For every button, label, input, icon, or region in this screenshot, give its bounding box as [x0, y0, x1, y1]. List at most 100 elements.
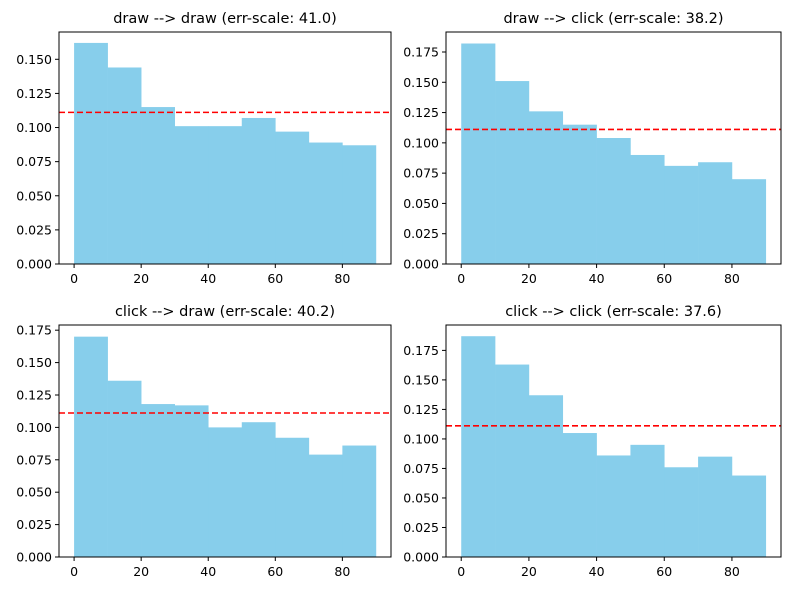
y-tick-label: 0.175	[16, 323, 52, 338]
y-tick-label: 0.125	[16, 387, 52, 402]
histogram-bar	[698, 456, 733, 557]
y-tick-label: 0.025	[16, 222, 52, 237]
y-tick-label: 0.000	[16, 550, 52, 565]
histogram-bar	[495, 81, 530, 264]
histogram-bar	[698, 162, 733, 264]
histogram-bar	[342, 145, 377, 264]
histogram-bar	[208, 427, 243, 557]
y-tick-label: 0.125	[403, 402, 439, 417]
y-tick-label: 0.150	[16, 52, 52, 67]
histogram-bar	[107, 380, 142, 557]
subplot-title: click --> draw (err-scale: 40.2)	[115, 304, 335, 320]
x-tick-label: 80	[334, 564, 350, 579]
histogram-bar	[596, 138, 631, 264]
x-tick-label: 60	[267, 564, 283, 579]
y-tick-label: 0.150	[16, 355, 52, 370]
y-tick-label: 0.150	[403, 372, 439, 387]
subplot-3: 0.000 0.025 0.050 0.075 0.100 0.125 0.150 0.175…	[16, 304, 392, 579]
histogram-bar	[528, 395, 564, 557]
x-tick-label: 60	[656, 564, 672, 579]
x-tick-label: 0	[457, 564, 465, 579]
histogram-bar	[664, 467, 699, 557]
x-tick-label: 40	[200, 271, 216, 286]
histogram-bar	[664, 165, 699, 264]
x-tick-label: 0	[457, 271, 465, 286]
histogram-bar	[596, 455, 631, 557]
histogram-bar	[562, 124, 597, 264]
y-tick-label: 0.150	[403, 75, 439, 90]
histogram-bar	[461, 336, 496, 557]
histogram-bar	[731, 179, 767, 264]
histogram-bar	[308, 142, 343, 264]
histogram-bar	[74, 336, 108, 557]
x-tick-label: 40	[589, 271, 605, 286]
histogram-bar	[495, 364, 530, 557]
histogram-bar	[342, 445, 377, 557]
axes-frame	[58, 324, 392, 558]
histogram-bar	[107, 67, 142, 264]
y-tick-label: 0.000	[16, 257, 52, 272]
y-tick-label: 0.075	[403, 461, 439, 476]
x-tick-label: 40	[200, 564, 216, 579]
y-tick-label: 0.125	[403, 105, 439, 120]
y-tick-label: 0.050	[16, 188, 52, 203]
x-tick-label: 20	[521, 564, 537, 579]
y-tick-label: 0.175	[403, 44, 439, 59]
histogram-bar	[275, 437, 310, 557]
subplot-2: 0.000 0.025 0.050 0.075 0.100 0.125 0.150 0.175…	[403, 11, 782, 286]
histogram-bar	[174, 405, 209, 557]
y-tick-label: 0.025	[16, 517, 52, 532]
histogram-bar	[528, 111, 564, 264]
histogram-bar	[630, 444, 665, 557]
histogram-bar	[731, 475, 767, 557]
histogram-bar	[461, 43, 496, 264]
x-tick-label: 80	[724, 564, 740, 579]
histogram-bar	[208, 126, 243, 264]
subplot-1: 0.000 0.025 0.050 0.075 0.100 0.125 0.150 0 20 40…	[16, 11, 392, 286]
y-tick-label: 0.050	[403, 196, 439, 211]
y-tick-label: 0.000	[403, 257, 439, 272]
x-tick-label: 40	[589, 564, 605, 579]
x-tick-label: 20	[521, 271, 537, 286]
y-tick-label: 0.100	[403, 135, 439, 150]
y-tick-label: 0.100	[403, 431, 439, 446]
histogram-bar	[141, 404, 175, 557]
subplot-title: click --> click (err-scale: 37.6)	[505, 304, 722, 320]
y-tick-label: 0.025	[403, 520, 439, 535]
y-tick-label: 0.100	[16, 120, 52, 135]
x-tick-label: 60	[656, 271, 672, 286]
y-tick-label: 0.050	[403, 490, 439, 505]
histogram-bar	[308, 454, 343, 557]
y-tick-label: 0.075	[16, 154, 52, 169]
axes-frame	[58, 31, 392, 265]
subplot-4: 0.000 0.025 0.050 0.075 0.100 0.125 0.150 0.175…	[403, 304, 782, 579]
x-tick-label: 80	[724, 271, 740, 286]
x-tick-label: 60	[267, 271, 283, 286]
axes-frame	[445, 324, 782, 558]
x-tick-label: 80	[334, 271, 350, 286]
histogram-bar	[74, 42, 108, 264]
histogram-bar	[562, 433, 597, 557]
y-tick-label: 0.050	[16, 485, 52, 500]
histogram-bar	[275, 131, 310, 264]
histogram-bar	[141, 107, 175, 264]
y-tick-label: 0.100	[16, 420, 52, 435]
y-tick-label: 0.175	[403, 343, 439, 358]
axes-frame	[445, 31, 782, 265]
subplot-title: draw --> click (err-scale: 38.2)	[503, 11, 723, 27]
y-tick-label: 0.125	[16, 86, 52, 101]
y-tick-label: 0.025	[403, 226, 439, 241]
histogram-bar	[241, 422, 276, 557]
x-tick-label: 20	[133, 564, 149, 579]
y-tick-label: 0.075	[403, 166, 439, 181]
y-tick-label: 0.075	[16, 452, 52, 467]
x-tick-label: 0	[70, 564, 78, 579]
x-tick-label: 20	[133, 271, 149, 286]
y-tick-label: 0.000	[403, 550, 439, 565]
histogram-bar	[630, 154, 665, 264]
subplot-title: draw --> draw (err-scale: 41.0)	[113, 11, 337, 27]
histogram-bar	[174, 126, 209, 264]
histogram-bar	[241, 117, 276, 264]
x-tick-label: 0	[70, 271, 78, 286]
